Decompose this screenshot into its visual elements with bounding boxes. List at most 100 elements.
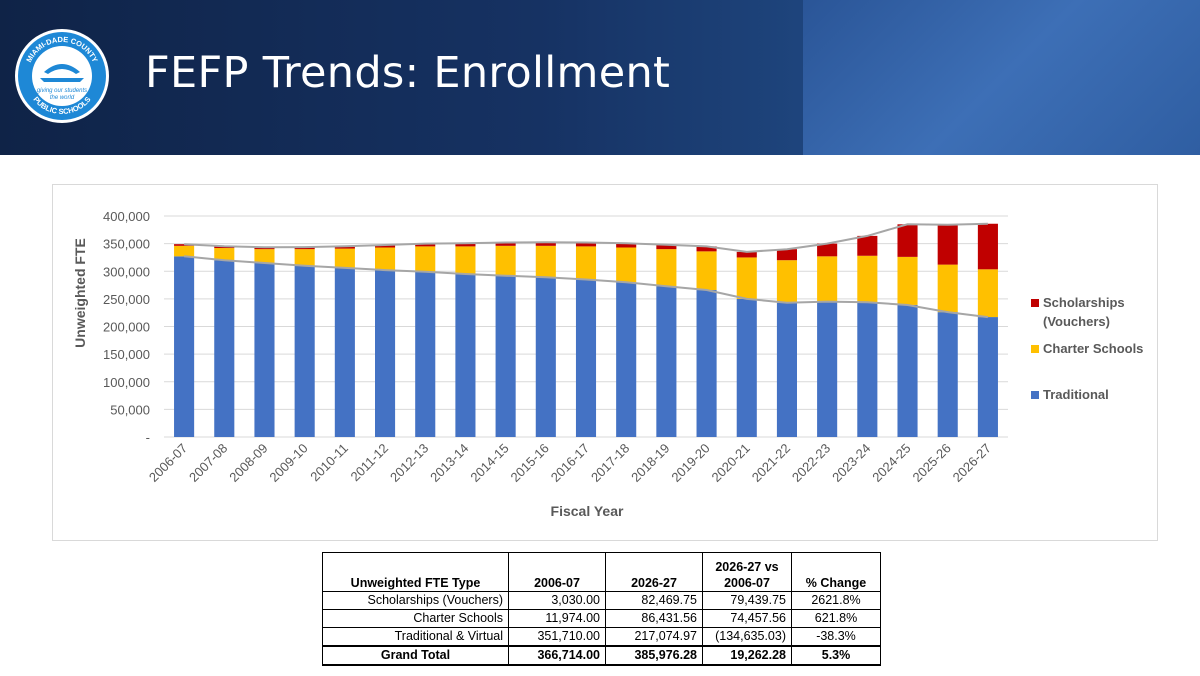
col-header-pct-change: % Change: [791, 552, 881, 592]
bar-charter-schools: [334, 248, 355, 268]
x-tick-label: 2019-20: [668, 441, 712, 485]
row-pct-change: 2621.8%: [791, 591, 881, 610]
bar-scholarships-vouchers: [535, 242, 556, 246]
y-tick-label: 150,000: [103, 347, 150, 362]
y-tick-label: 350,000: [103, 237, 150, 252]
bar-charter-schools: [616, 247, 637, 283]
legend-label: Traditional: [1043, 387, 1109, 402]
bar-traditional: [294, 265, 315, 437]
bar-charter-schools: [937, 264, 958, 313]
district-seal-logo: MIAMI-DADE COUNTY PUBLIC SCHOOLS giving …: [15, 29, 109, 123]
row-2006-07: 351,710.00: [508, 627, 606, 647]
bar-scholarships-vouchers: [937, 224, 958, 265]
bar-scholarships-vouchers: [897, 224, 918, 257]
bar-charter-schools: [375, 247, 396, 271]
bar-charter-schools: [254, 249, 275, 263]
legend: Scholarships (Vouchers) Charter Schools Tra…: [1031, 295, 1143, 402]
table-row: Scholarships (Vouchers) 3,030.00 82,469.…: [322, 591, 881, 610]
bar-scholarships-vouchers: [977, 223, 998, 270]
legend-swatch: [1031, 299, 1039, 307]
bar-traditional: [495, 275, 516, 437]
bar-traditional: [214, 260, 235, 437]
x-axis-label: Fiscal Year: [551, 503, 624, 519]
bar-charter-schools: [857, 255, 878, 303]
row-pct-change: 621.8%: [791, 609, 881, 628]
bar-traditional: [455, 274, 476, 437]
x-tick-label: 2016-17: [548, 441, 592, 485]
page-title: FEFP Trends: Enrollment: [145, 48, 671, 98]
total-lines: [184, 222, 989, 319]
col-header-2026-27: 2026-27: [605, 552, 703, 592]
table-header-row: Unweighted FTE Type 2006-07 2026-27 2026…: [322, 552, 881, 592]
bar-charter-schools: [294, 249, 315, 266]
bar-traditional: [535, 277, 556, 437]
x-tick-label: 2023-24: [829, 441, 873, 485]
y-tick-label: 100,000: [103, 375, 150, 390]
bar-traditional: [415, 271, 436, 437]
legend-label: Scholarships: [1043, 295, 1125, 310]
y-tick-label: 200,000: [103, 320, 150, 335]
total-type: Grand Total: [322, 645, 509, 666]
header-accent-panel: [803, 0, 1200, 155]
x-tick-label: 2021-22: [749, 441, 793, 485]
x-tick-label: 2015-16: [508, 441, 552, 485]
x-tick-label: 2018-19: [628, 441, 672, 485]
x-tick-labels: 2006-072007-082008-092009-102010-112011-…: [146, 441, 994, 485]
bar-charter-schools: [575, 246, 597, 280]
bar-scholarships-vouchers: [656, 244, 677, 250]
bar-traditional: [736, 298, 757, 437]
legend-swatch: [1031, 391, 1039, 399]
row-2026-27: 86,431.56: [605, 609, 703, 628]
total-trend-line: [184, 222, 988, 253]
bar-traditional: [817, 301, 838, 437]
x-tick-label: 2014-15: [467, 441, 511, 485]
bar-charter-schools: [415, 246, 436, 272]
bar-scholarships-vouchers: [817, 243, 838, 257]
enrollment-stacked-bar-chart: - 50,000 100,000 150,000 200,000 250,000 300,0…: [72, 209, 1143, 519]
bar-traditional: [616, 282, 637, 437]
row-type: Scholarships (Vouchers): [322, 591, 509, 610]
traditional-trend-line: [184, 255, 989, 319]
bar-charter-schools: [736, 257, 757, 299]
bars: [174, 223, 998, 437]
bar-traditional: [254, 262, 275, 437]
bar-scholarships-vouchers: [736, 251, 757, 258]
row-pct-change: -38.3%: [791, 627, 881, 647]
bar-scholarships-vouchers: [776, 249, 797, 261]
y-tick-label: -: [146, 430, 150, 445]
total-2006-07: 366,714.00: [508, 645, 606, 666]
x-tick-label: 2024-25: [869, 441, 913, 485]
bar-traditional: [334, 267, 355, 437]
enrollment-chart-frame: - 50,000 100,000 150,000 200,000 250,000 300,0…: [52, 184, 1158, 541]
total-pct-change: 5.3%: [791, 645, 881, 666]
bar-traditional: [937, 312, 958, 437]
x-tick-label: 2008-09: [226, 441, 270, 485]
legend-label-line2: (Vouchers): [1043, 314, 1110, 329]
row-difference: (134,635.03): [702, 627, 792, 647]
bar-charter-schools: [214, 248, 235, 261]
svg-text:the world: the world: [50, 95, 75, 101]
bar-charter-schools: [455, 246, 476, 275]
table-row: Traditional & Virtual 351,710.00 217,074…: [322, 627, 881, 647]
col-header-difference: 2026-27 vs 2006-07: [702, 552, 792, 592]
row-difference: 79,439.75: [702, 591, 792, 610]
table-row: Charter Schools 11,974.00 86,431.56 74,4…: [322, 609, 881, 628]
legend-swatch: [1031, 345, 1039, 353]
x-tick-label: 2010-11: [307, 441, 351, 485]
bar-scholarships-vouchers: [616, 243, 637, 248]
bar-scholarships-vouchers: [415, 243, 436, 247]
x-tick-label: 2007-08: [186, 441, 230, 485]
total-2026-27: 385,976.28: [605, 645, 703, 666]
col-header-2006-07: 2006-07: [508, 552, 606, 592]
x-tick-label: 2025-26: [909, 441, 953, 485]
bar-charter-schools: [174, 245, 195, 257]
x-tick-label: 2009-10: [266, 441, 310, 485]
bar-charter-schools: [977, 269, 998, 318]
bar-charter-schools: [495, 245, 516, 276]
y-tick-label: 300,000: [103, 264, 150, 279]
row-2006-07: 11,974.00: [508, 609, 606, 628]
bar-traditional: [977, 317, 998, 437]
y-axis-label: Unweighted FTE: [72, 238, 88, 348]
bar-traditional: [656, 286, 677, 437]
bar-charter-schools: [656, 249, 677, 287]
